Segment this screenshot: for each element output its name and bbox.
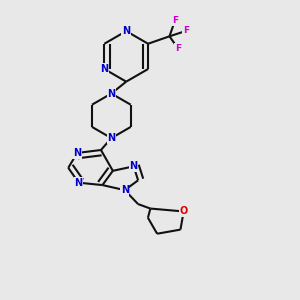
Text: N: N bbox=[107, 133, 116, 143]
Text: N: N bbox=[73, 148, 81, 158]
Text: N: N bbox=[121, 185, 129, 195]
Text: F: F bbox=[172, 16, 178, 26]
Text: N: N bbox=[100, 64, 108, 74]
Text: F: F bbox=[175, 44, 181, 53]
Text: N: N bbox=[130, 161, 138, 171]
Text: F: F bbox=[183, 26, 189, 35]
Text: N: N bbox=[107, 88, 116, 98]
Text: O: O bbox=[179, 206, 188, 217]
Text: N: N bbox=[75, 178, 83, 188]
Text: N: N bbox=[122, 26, 130, 36]
